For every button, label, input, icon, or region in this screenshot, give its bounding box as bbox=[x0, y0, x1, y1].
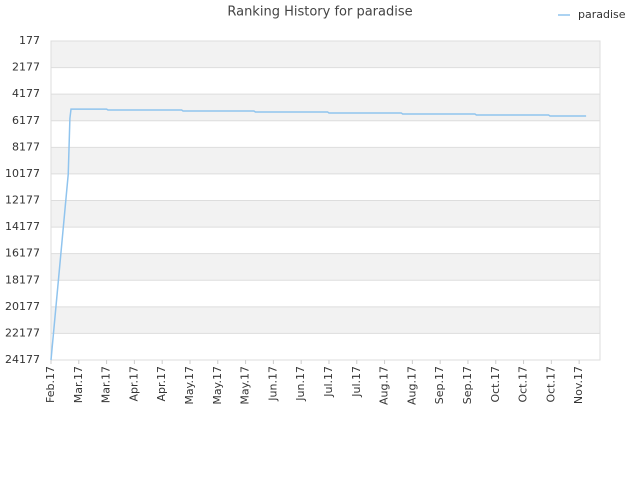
x-tick-label: Mar.17 bbox=[100, 366, 113, 403]
y-tick-label: 22177 bbox=[5, 326, 40, 339]
x-tick-label: Aug.17 bbox=[378, 366, 391, 405]
series-line bbox=[50, 108, 587, 361]
grid-band bbox=[51, 147, 600, 174]
x-tick-label: Apr.17 bbox=[127, 366, 140, 402]
x-tick-label: Jul.17 bbox=[350, 366, 363, 398]
y-tick-label: 12177 bbox=[5, 194, 40, 207]
x-tick-label: Apr.17 bbox=[155, 366, 168, 402]
x-tick-label: Oct.17 bbox=[544, 366, 557, 403]
grid-band bbox=[51, 94, 600, 121]
y-tick-label: 2177 bbox=[12, 61, 40, 74]
x-tick-label: Jul.17 bbox=[322, 366, 335, 398]
x-tick-label: Sep.17 bbox=[461, 366, 474, 404]
x-tick-label: May.17 bbox=[239, 366, 252, 405]
y-tick-label: 14177 bbox=[5, 220, 40, 233]
x-tick-label: Nov.17 bbox=[572, 366, 585, 404]
grid-band bbox=[51, 306, 600, 334]
x-tick-label: Sep.17 bbox=[433, 366, 446, 404]
y-tick-label: 10177 bbox=[5, 167, 40, 180]
y-tick-label: 6177 bbox=[12, 114, 40, 127]
y-tick-label: 18177 bbox=[5, 273, 40, 286]
x-tick-label: Jun.17 bbox=[294, 366, 307, 402]
y-tick-label: 8177 bbox=[12, 140, 40, 153]
y-tick-label: 177 bbox=[19, 34, 40, 47]
y-tick-label: 4177 bbox=[12, 87, 40, 100]
x-tick-label: Oct.17 bbox=[489, 366, 502, 403]
x-tick-label: Jun.17 bbox=[266, 366, 279, 402]
x-tick-label: May.17 bbox=[183, 366, 196, 405]
y-tick-label: 24177 bbox=[5, 353, 40, 366]
grid-band bbox=[51, 41, 600, 68]
grid-band bbox=[51, 200, 600, 228]
grid-band bbox=[51, 253, 600, 281]
x-tick-label: Feb.17 bbox=[44, 366, 57, 403]
chart-title: Ranking History for paradise bbox=[227, 5, 412, 20]
x-tick-label: Mar.17 bbox=[72, 366, 85, 403]
x-tick-label: May.17 bbox=[211, 366, 224, 405]
y-tick-label: 20177 bbox=[5, 300, 40, 313]
x-tick-label: Oct.17 bbox=[517, 366, 530, 403]
plot-border bbox=[50, 40, 601, 361]
x-tick-label: Aug.17 bbox=[405, 366, 418, 405]
y-tick-label: 16177 bbox=[5, 247, 40, 260]
legend-label: paradise bbox=[578, 8, 626, 21]
